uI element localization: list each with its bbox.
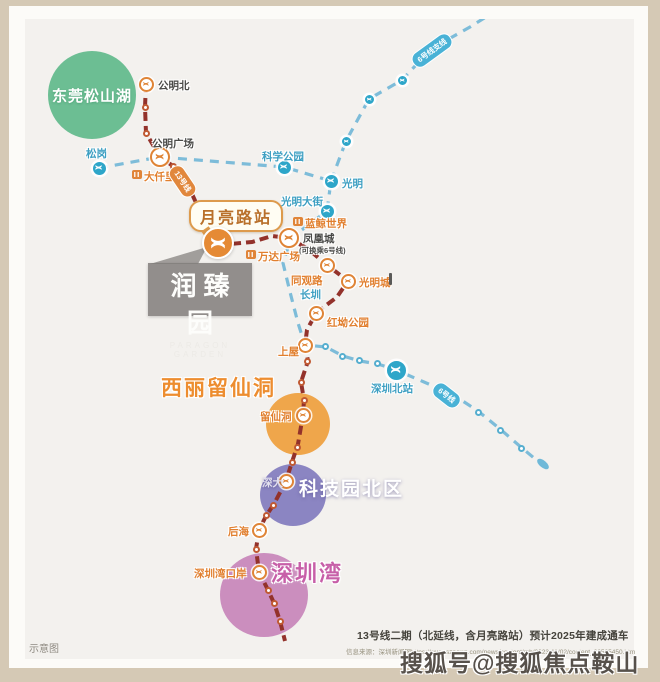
minor-station-dot: [338, 352, 346, 360]
metro-logo-glyph: [256, 569, 262, 575]
metro-logo-glyph: [211, 237, 225, 249]
minor-station-dot: [517, 444, 525, 452]
station-badge-guangmingcheng: [340, 273, 356, 289]
station-label-shenzhen-north: 深圳北站: [371, 383, 413, 395]
building-icon-wanda-plaza: [246, 250, 256, 259]
area-label-tech-park-north: 科技园北区: [299, 479, 405, 500]
minor-station-dot: [297, 378, 305, 386]
minor-station-dot: [303, 357, 311, 365]
metro-logo-glyph: [343, 139, 349, 143]
watermark: 搜狐号@搜狐焦点鞍山站: [400, 650, 640, 676]
minor-station-dot: [262, 511, 270, 519]
station-label-fenghuangcheng: 凤凰城: [303, 233, 335, 245]
transit-map: 东莞松山湖 公明北 公明广场 松岗 科学公园 光明 光明大街 凤凰城 (可换乘6号…: [25, 19, 634, 659]
building-icon-daqianli: [132, 170, 142, 179]
area-label-shenzhen-bay: 深圳湾: [271, 561, 344, 586]
station-label-liuxiandong: 留仙洞: [260, 411, 292, 423]
minor-station-dot: [496, 426, 504, 434]
photo-mat: 东莞松山湖 公明北 公明广场 松岗 科学公园 光明 光明大街 凤凰城 (可换乘6号…: [9, 6, 648, 668]
minor-station-dot: [270, 599, 278, 607]
metro-logo-glyph: [327, 178, 335, 184]
area-label-xili-liuxiandong: 西丽留仙洞: [161, 377, 276, 400]
line13-opening-note: 13号线二期（北延线，含月亮路站）预计2025年建成通车: [357, 630, 629, 642]
minor-station-dot: [269, 501, 277, 509]
minor-station-dot: [288, 458, 296, 466]
metro-logo-glyph: [313, 310, 319, 316]
landmark-label-wanda-plaza: 万达广场: [258, 251, 300, 263]
metro-logo-glyph: [345, 278, 351, 284]
minor-station-dot: [252, 545, 260, 553]
station-label-gongming-square: 公明广场: [152, 138, 194, 150]
minor-station-dot: [373, 359, 381, 367]
metro-logo-glyph: [324, 262, 330, 268]
station-label-songgang: 松岗: [86, 148, 107, 160]
metro-logo-glyph: [283, 478, 289, 484]
minor-station-dot: [300, 396, 308, 404]
station-label-guangmingcheng: 光明城: [359, 277, 391, 289]
station-label-hongao-park: 红坳公园: [327, 317, 369, 329]
station-badge-gongmingbei: [138, 76, 154, 92]
metro-logo-glyph: [399, 78, 405, 82]
station-sublabel-fenghuangcheng: (可换乘6号线): [299, 246, 346, 255]
metro-logo-glyph: [391, 366, 401, 374]
moon-road-station-label: 月亮路站: [200, 210, 273, 227]
station-label-shenzhen-bay-port: 深圳湾口岸: [194, 568, 247, 580]
metro-logo-glyph: [366, 97, 372, 101]
station-badge-shangwu: [297, 337, 313, 353]
area-circle-songshanhu: 东莞松山湖: [48, 51, 136, 139]
moon-road-station-callout: 月亮路站: [189, 200, 284, 232]
branch-station-badge-2: [396, 74, 408, 86]
station-badge-hongao-park: [308, 305, 324, 321]
minor-station-dot: [142, 129, 150, 137]
station-label-gongmingbei: 公明北: [158, 80, 190, 92]
station-label-tongguanlu: 同观路: [291, 275, 323, 287]
source-credit: 信息来源：深圳新闻网https://www.sznews.com/news/co…: [346, 649, 636, 656]
station-label-shangwu: 上屋: [278, 346, 299, 358]
metro-logo-glyph: [285, 234, 293, 242]
station-badge-shenzhen-bay-port: [251, 564, 267, 580]
station-badge-fenghuangcheng: [279, 228, 299, 248]
metro-logo-glyph: [143, 81, 149, 87]
paragon-metro-icon: [202, 227, 234, 259]
metro-logo-glyph: [300, 412, 306, 418]
station-label-shenda: 深大: [262, 477, 283, 489]
metro-logo-glyph: [156, 153, 164, 161]
project-name: 润臻园: [170, 271, 237, 338]
branch-station-badge-0: [340, 135, 352, 147]
landmark-label-blue-whale-world: 蓝鲸世界: [305, 218, 347, 230]
building-icon-blue-whale-world: [293, 217, 303, 226]
station-badge-songgang: [91, 160, 107, 176]
minor-station-dot: [141, 103, 149, 111]
minor-station-dot: [321, 342, 329, 350]
station-label-guangming-street: 光明大街: [281, 196, 323, 208]
schematic-caption: 示意图: [29, 644, 59, 655]
metro-logo-glyph: [302, 342, 308, 348]
station-badge-houhai: [251, 522, 267, 538]
area-label-songshanhu: 东莞松山湖: [51, 87, 132, 105]
minor-station-dot: [355, 356, 363, 364]
station-label-changzhen: 长圳: [300, 289, 321, 301]
station-label-guangming: 光明: [342, 178, 363, 190]
minor-station-dot: [293, 443, 301, 451]
station-badge-shenzhen-north: [385, 359, 407, 381]
branch-station-badge-1: [363, 93, 375, 105]
metro-logo-glyph: [323, 208, 331, 214]
minor-station-dot: [276, 617, 284, 625]
hsr-mark: [389, 273, 392, 285]
metro-logo-glyph: [95, 165, 103, 171]
metro-logo-glyph: [256, 527, 262, 533]
project-name-en: PARAGON GARDEN: [169, 341, 231, 359]
station-badge-guangming: [323, 173, 339, 189]
project-label-box: 润臻园 PARAGON GARDEN: [148, 263, 252, 359]
station-badge-tongguanlu: [319, 257, 335, 273]
station-label-houhai: 后海: [228, 526, 249, 538]
station-label-science-park: 科学公园: [262, 151, 304, 163]
minor-station-dot: [474, 408, 482, 416]
station-badge-liuxiandong: [295, 407, 311, 423]
